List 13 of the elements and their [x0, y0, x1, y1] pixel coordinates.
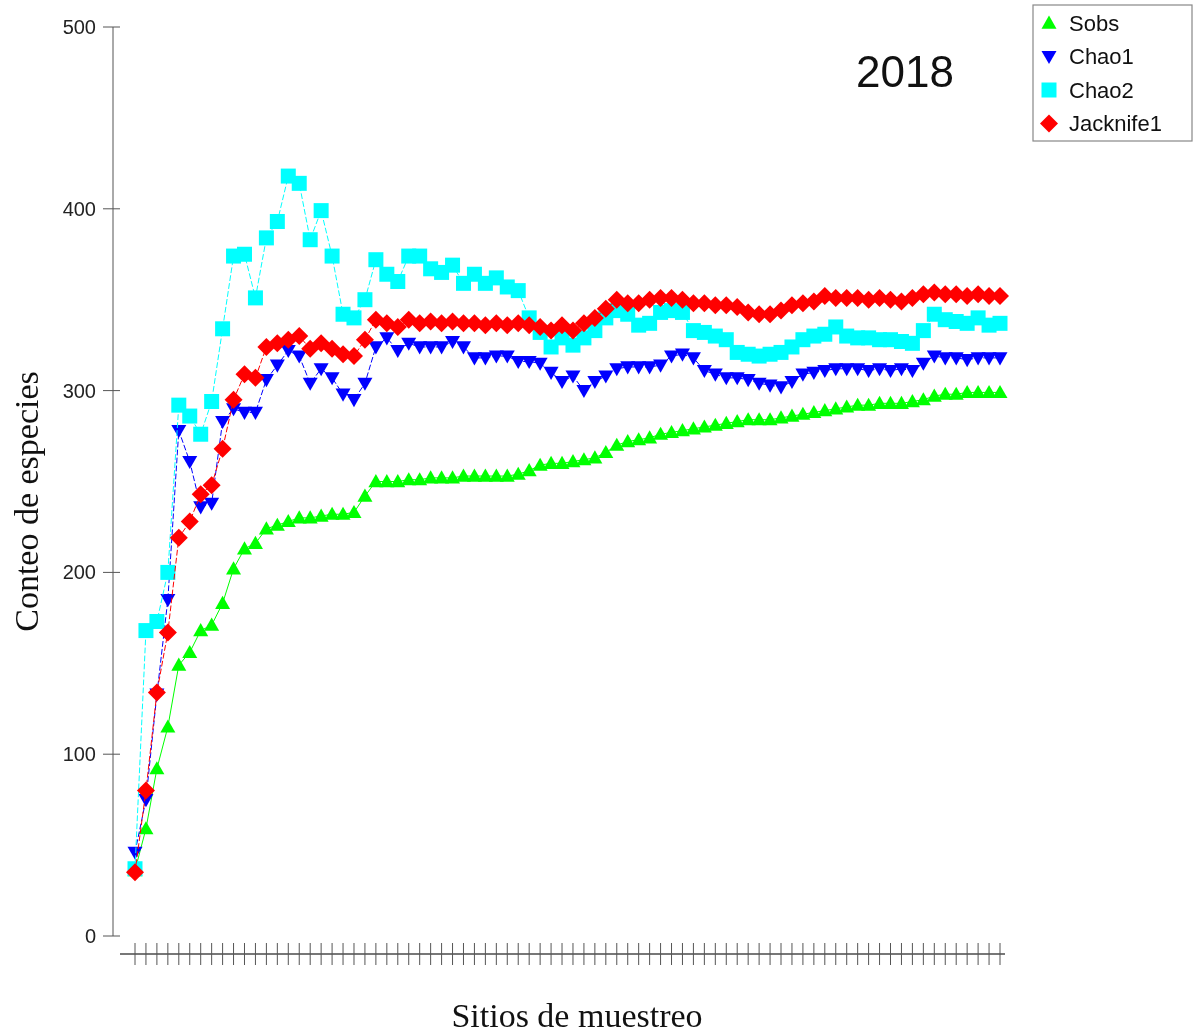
y-tick-label: 0	[84, 925, 96, 947]
y-tick-label: 100	[62, 743, 96, 766]
y-tick-label: 300	[62, 379, 96, 402]
y-tick-label: 500	[62, 16, 96, 38]
legend-label: Chao2	[1069, 77, 1134, 103]
legend-label: Sobs	[1069, 10, 1120, 36]
legend-label: Jacknife1	[1069, 111, 1162, 137]
x-axis-title: Sitios de muestreo	[451, 997, 703, 1034]
text: 2018	[856, 47, 954, 96]
legend-label: Chao1	[1069, 44, 1134, 70]
y-tick-label: 200	[62, 561, 96, 584]
y-tick-label: 400	[62, 197, 96, 220]
y-axis-title: Conteo de especies	[8, 371, 45, 632]
